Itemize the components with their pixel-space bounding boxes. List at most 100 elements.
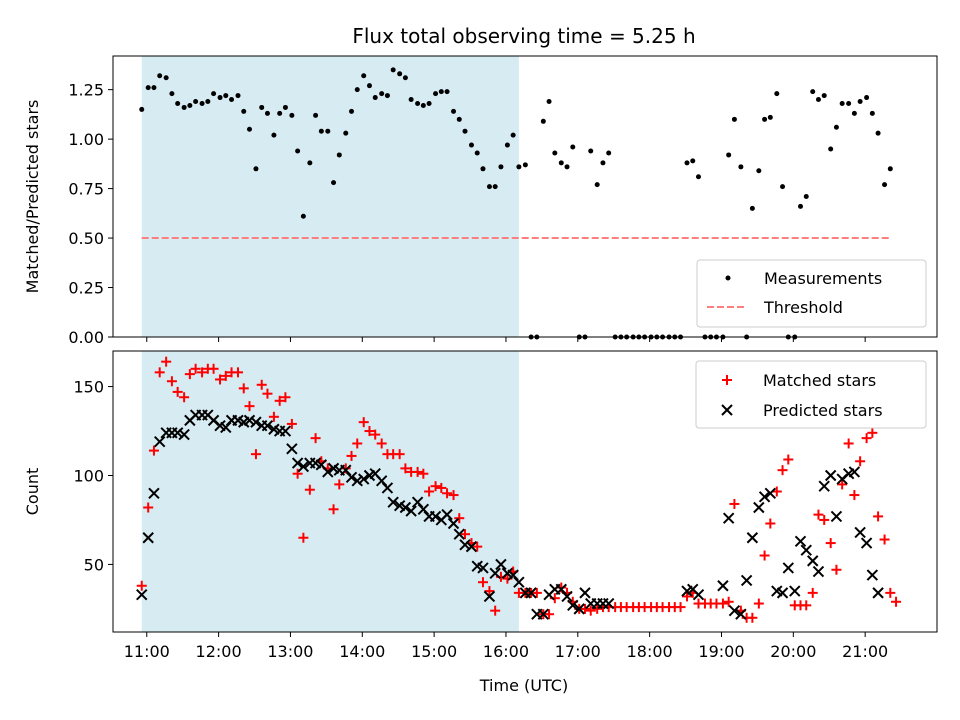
measurement-point xyxy=(552,150,558,156)
matched-star-point xyxy=(179,392,190,403)
measurement-point xyxy=(313,112,319,118)
matched-star-point xyxy=(819,514,830,525)
measurement-point xyxy=(331,180,337,186)
measurement-point xyxy=(522,162,528,168)
measurement-point xyxy=(738,164,744,170)
measurement-point xyxy=(181,104,187,110)
predicted-star-point xyxy=(142,532,154,544)
matched-star-point xyxy=(861,433,872,444)
matched-star-point xyxy=(292,468,303,479)
matched-star-point xyxy=(477,577,488,588)
predicted-star-point xyxy=(860,537,873,549)
matched-star-point xyxy=(753,598,764,609)
matched-star-point xyxy=(837,479,848,490)
x-tick-label: 15:00 xyxy=(411,642,457,661)
measurement-point xyxy=(869,110,875,116)
matched-star-point xyxy=(394,449,405,460)
predicted-star-point xyxy=(573,603,585,615)
measurement-points xyxy=(139,67,893,340)
matched-star-point xyxy=(723,596,734,607)
matched-star-point xyxy=(328,504,339,515)
predicted-star-point xyxy=(753,501,765,514)
measurement-point xyxy=(456,116,462,122)
predicted-star-point xyxy=(807,555,819,567)
measurement-point xyxy=(588,148,594,154)
legend-label-measurements: Measurements xyxy=(764,269,882,288)
measurement-point xyxy=(259,104,265,110)
measurement-point xyxy=(253,166,259,172)
matched-star-point xyxy=(220,370,231,381)
predicted-star-point xyxy=(477,562,489,574)
measurement-point xyxy=(833,124,839,130)
y-tick-label: 0.00 xyxy=(68,328,104,347)
measurement-point xyxy=(151,85,157,91)
measurement-point xyxy=(300,213,306,219)
measurement-point xyxy=(887,166,893,172)
predicted-star-point xyxy=(345,471,358,483)
measurement-point xyxy=(815,97,821,103)
matched-star-point xyxy=(274,395,285,406)
measurement-point xyxy=(217,95,223,101)
matched-star-point xyxy=(867,427,878,438)
predicted-star-point xyxy=(561,590,573,603)
matched-star-point xyxy=(376,438,387,449)
measurement-point xyxy=(480,166,486,172)
matched-star-point xyxy=(154,367,165,378)
matched-star-point xyxy=(544,609,555,620)
measurement-point xyxy=(235,93,241,99)
predicted-star-point xyxy=(567,599,579,612)
matched-star-point xyxy=(460,529,471,540)
legend-marker-measurements xyxy=(725,275,731,281)
matched-star-point xyxy=(304,484,315,495)
measurement-point xyxy=(810,89,816,95)
predicted-star-point xyxy=(782,562,794,574)
predicted-star-point xyxy=(387,496,399,508)
matched-star-point xyxy=(262,388,273,399)
legend-marker-predicted xyxy=(721,404,733,416)
predicted-star-point xyxy=(525,587,537,599)
measurement-point xyxy=(402,75,408,81)
predicted-star-point xyxy=(854,526,866,539)
matched-star-point xyxy=(148,445,159,456)
measurement-point xyxy=(749,205,755,211)
matched-star-point xyxy=(813,509,824,520)
measurement-point xyxy=(594,182,600,188)
matched-star-point xyxy=(759,550,770,561)
y-tick-label: 50 xyxy=(84,555,104,574)
matched-star-point xyxy=(364,426,375,437)
legend-box-bottom xyxy=(695,360,927,429)
matched-star-point xyxy=(238,383,249,394)
predicted-star-point xyxy=(441,508,453,521)
measurement-point xyxy=(839,100,845,106)
predicted-star-point xyxy=(812,565,825,578)
matched-star-point xyxy=(531,587,542,598)
predicted-star-point xyxy=(866,569,879,581)
measurement-point xyxy=(163,75,169,81)
observing-span-top xyxy=(141,56,519,337)
measurement-point xyxy=(289,112,295,118)
x-axis-label: Time (UTC) xyxy=(479,676,568,695)
matched-star-point xyxy=(825,538,836,549)
predicted-star-point xyxy=(579,587,591,599)
matched-star-point xyxy=(143,502,154,513)
measurement-point xyxy=(354,87,360,93)
matched-star-point xyxy=(484,586,495,597)
predicted-star-point xyxy=(429,510,442,523)
measurement-point xyxy=(516,164,522,170)
measurement-point xyxy=(175,100,181,106)
predicted-star-point xyxy=(735,608,747,620)
matched-star-point xyxy=(256,379,267,390)
predicted-star-point xyxy=(136,588,148,601)
matched-star-point xyxy=(579,603,590,614)
measurement-point xyxy=(438,89,444,95)
matched-star-point xyxy=(190,363,201,374)
predicted-star-point xyxy=(818,480,830,492)
measurement-point xyxy=(462,128,468,134)
predicted-star-point xyxy=(758,491,771,503)
measurement-point xyxy=(875,130,881,136)
measurement-point xyxy=(169,91,175,97)
measurement-point xyxy=(420,102,426,108)
matched-star-point xyxy=(675,602,686,613)
predicted-star-point xyxy=(381,482,394,494)
legend-top: Measurements Threshold xyxy=(696,259,927,328)
